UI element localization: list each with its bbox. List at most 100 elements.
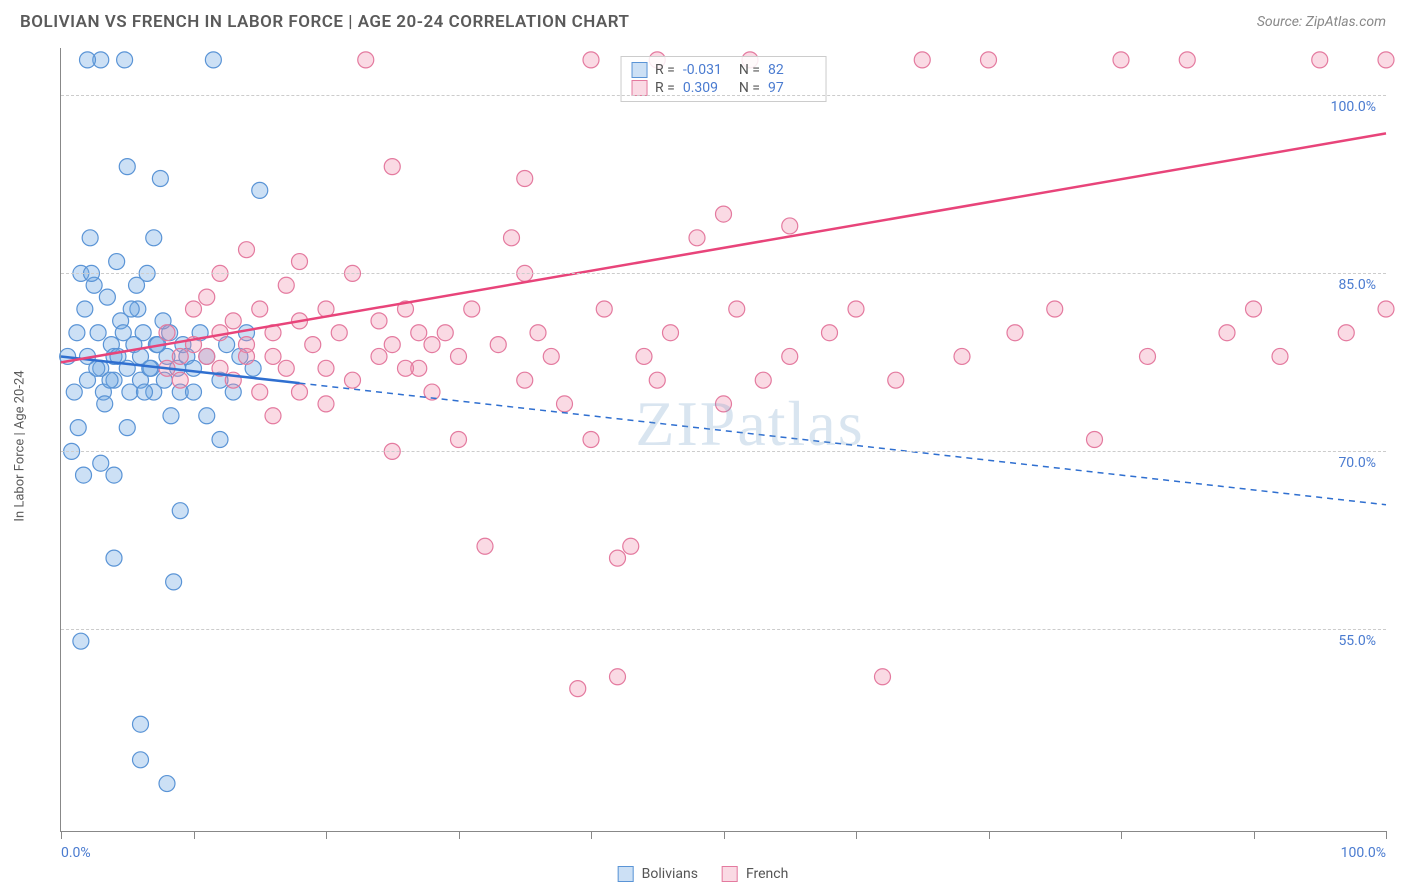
scatter-point (133, 716, 149, 732)
scatter-point (716, 206, 732, 222)
scatter-point (424, 337, 440, 353)
y-tick-label: 85.0% (1338, 277, 1376, 293)
scatter-point (331, 325, 347, 341)
scatter-point (848, 301, 864, 317)
r-label: R = (655, 80, 675, 96)
x-tick (1386, 831, 1387, 839)
scatter-point (252, 301, 268, 317)
scatter-point (97, 396, 113, 412)
scatter-point (212, 432, 228, 448)
scatter-point (186, 360, 202, 376)
scatter-point (318, 396, 334, 412)
scatter-point (172, 372, 188, 388)
scatter-point (205, 52, 221, 68)
swatch-bolivians (631, 62, 647, 78)
r-value-bolivians: -0.031 (683, 62, 731, 78)
scatter-point (318, 360, 334, 376)
scatter-point (123, 301, 139, 317)
scatter-point (278, 360, 294, 376)
scatter-point (119, 159, 135, 175)
scatter-point (159, 325, 175, 341)
scatter-point (610, 669, 626, 685)
scatter-point (77, 301, 93, 317)
scatter-point (596, 301, 612, 317)
scatter-point (1338, 325, 1354, 341)
scatter-point (981, 52, 997, 68)
scatter-point (76, 467, 92, 483)
legend-swatch-french (722, 866, 738, 882)
scatter-point (888, 372, 904, 388)
scatter-point (136, 384, 152, 400)
scatter-point (69, 325, 85, 341)
x-tick (1254, 831, 1255, 839)
scatter-point (729, 301, 745, 317)
x-tick (591, 831, 592, 839)
scatter-point (398, 360, 414, 376)
scatter-point (225, 313, 241, 329)
source-attribution: Source: ZipAtlas.com (1257, 14, 1386, 30)
scatter-point (464, 301, 480, 317)
scatter-point (239, 348, 255, 364)
n-value-french: 97 (768, 80, 816, 96)
n-label: N = (739, 80, 760, 96)
gridline-h (61, 273, 1386, 274)
scatter-point (755, 372, 771, 388)
trend-line-solid (61, 133, 1386, 362)
scatter-point (80, 52, 96, 68)
stats-row-bolivians: R = -0.031 N = 82 (631, 61, 816, 79)
x-tick (1121, 831, 1122, 839)
chart-title: BOLIVIAN VS FRENCH IN LABOR FORCE | AGE … (20, 12, 629, 32)
scatter-point (239, 242, 255, 258)
scatter-point (358, 52, 374, 68)
scatter-point (371, 348, 387, 364)
scatter-point (649, 372, 665, 388)
scatter-point (557, 396, 573, 412)
scatter-point (437, 325, 453, 341)
scatter-point (292, 254, 308, 270)
r-value-french: 0.309 (683, 80, 731, 96)
scatter-point (1047, 301, 1063, 317)
scatter-point (517, 372, 533, 388)
scatter-point (517, 171, 533, 187)
scatter-point (109, 254, 125, 270)
scatter-point (530, 325, 546, 341)
scatter-point (875, 669, 891, 685)
scatter-point (73, 633, 89, 649)
y-tick-label: 55.0% (1338, 633, 1376, 649)
scatter-point (782, 218, 798, 234)
legend-label-bolivians: Bolivians (642, 866, 698, 882)
scatter-point (265, 408, 281, 424)
x-tick (724, 831, 725, 839)
scatter-point (689, 230, 705, 246)
gridline-h (61, 95, 1386, 96)
scatter-point (106, 467, 122, 483)
gridline-h (61, 451, 1386, 452)
scatter-point (1179, 52, 1195, 68)
swatch-french (631, 80, 647, 96)
legend-item-bolivians: Bolivians (618, 866, 698, 882)
scatter-point (142, 360, 158, 376)
scatter-point (1140, 348, 1156, 364)
legend-label-french: French (746, 866, 788, 882)
scatter-point (822, 325, 838, 341)
y-tick-label: 100.0% (1331, 99, 1376, 115)
gridline-h (61, 629, 1386, 630)
scatter-point (99, 289, 115, 305)
scatter-point (663, 325, 679, 341)
x-tick-label: 0.0% (61, 845, 91, 861)
x-tick (856, 831, 857, 839)
scatter-point (583, 52, 599, 68)
scatter-point (172, 348, 188, 364)
scatter-point (199, 289, 215, 305)
scatter-point (252, 182, 268, 198)
stats-row-french: R = 0.309 N = 97 (631, 79, 816, 97)
scatter-point (172, 503, 188, 519)
scatter-point (106, 550, 122, 566)
scatter-point (411, 325, 427, 341)
scatter-point (292, 384, 308, 400)
scatter-point (716, 396, 732, 412)
scatter-point (570, 681, 586, 697)
scatter-point (199, 348, 215, 364)
scatter-point (490, 337, 506, 353)
x-tick (459, 831, 460, 839)
